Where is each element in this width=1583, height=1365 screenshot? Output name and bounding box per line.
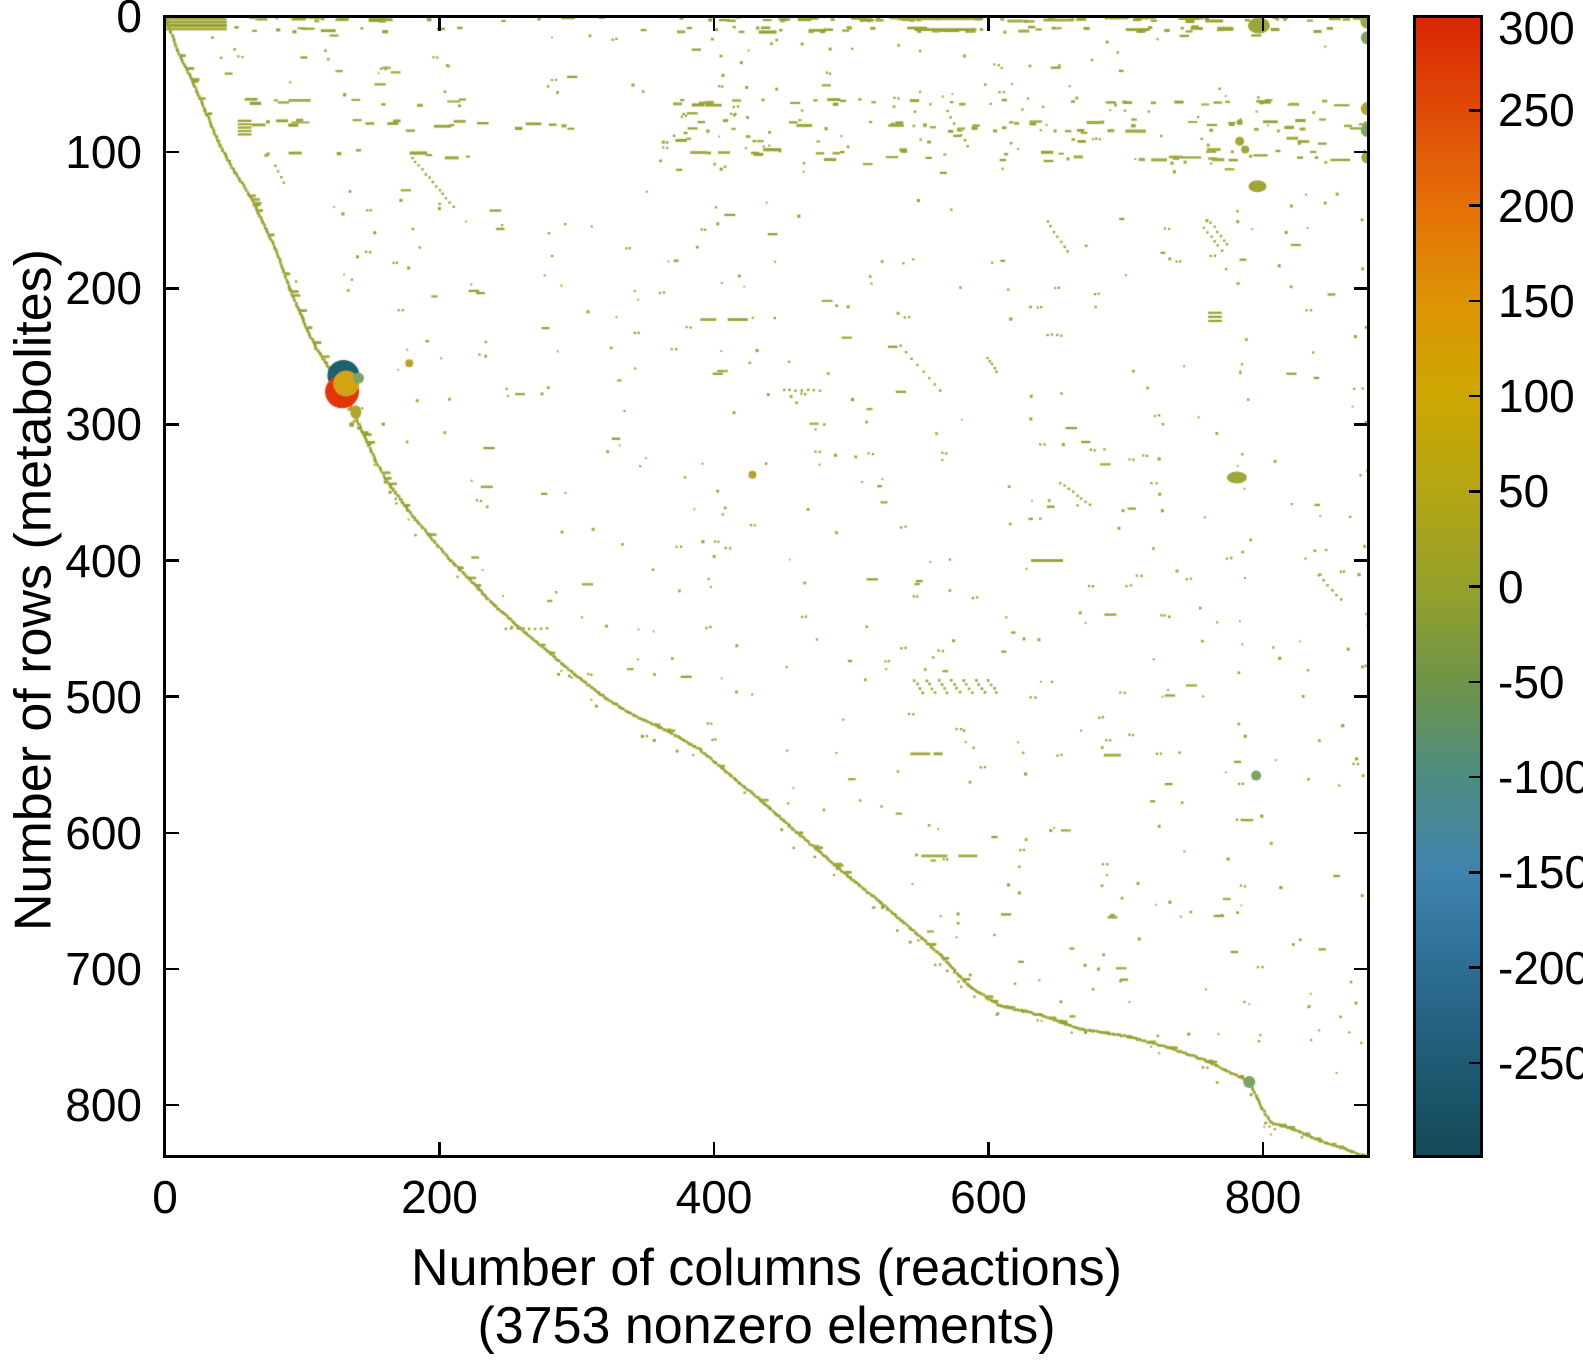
colorbar-tick-label: -200	[1498, 941, 1583, 994]
y-tick-left	[166, 695, 179, 698]
colorbar-tick	[1469, 966, 1480, 969]
y-tick-label: 800	[65, 1079, 142, 1132]
y-tick-right	[1354, 287, 1367, 290]
y-tick-label: 100	[65, 126, 142, 179]
x-tick-label: 200	[401, 1171, 478, 1223]
x-tick-bottom	[987, 1142, 990, 1155]
colorbar-tick-label: 250	[1498, 84, 1575, 137]
x-axis-subtitle: (3753 nonzero elements)	[477, 1297, 1056, 1355]
y-tick-label: 700	[65, 942, 142, 995]
y-tick-label: 200	[65, 262, 142, 315]
x-tick-top	[438, 18, 441, 31]
x-tick-top	[712, 18, 716, 31]
colorbar-tick	[1469, 204, 1480, 207]
x-tick-label: 400	[675, 1171, 753, 1223]
y-tick-left	[166, 967, 179, 971]
y-tick-right	[1354, 967, 1367, 971]
x-tick-label: 600	[950, 1171, 1027, 1223]
y-tick-left	[166, 423, 179, 426]
y-tick-right	[1354, 1103, 1367, 1107]
y-tick-right	[1354, 150, 1367, 154]
y-tick-label: 500	[65, 670, 142, 723]
x-tick-top	[1261, 18, 1265, 31]
y-tick-left	[166, 559, 179, 562]
colorbar-tick-label: -150	[1498, 846, 1583, 899]
x-tick-top	[987, 18, 990, 31]
x-tick-bottom	[712, 1142, 716, 1155]
x-tick-bottom	[1261, 1142, 1265, 1155]
y-tick-left	[166, 831, 179, 835]
y-axis-title: Number of rows (metabolites)	[4, 249, 63, 931]
colorbar-tick	[1469, 299, 1480, 302]
y-tick-left	[166, 1103, 179, 1107]
x-axis-title: Number of columns (reactions)	[411, 1239, 1122, 1297]
y-tick-label: 600	[65, 806, 142, 859]
colorbar-tick	[1469, 394, 1480, 398]
plot-border	[163, 15, 1370, 1158]
colorbar-tick	[1469, 585, 1480, 588]
colorbar-tick	[1469, 775, 1480, 779]
colorbar-tick-label: 0	[1498, 560, 1524, 613]
colorbar-tick-label: 50	[1498, 465, 1550, 518]
y-tick-label: 0	[116, 0, 142, 42]
y-tick-right	[1354, 695, 1367, 698]
spy-plot-canvas	[163, 15, 1370, 1158]
y-tick-left	[166, 287, 179, 290]
y-tick-left	[166, 150, 179, 154]
colorbar-tick	[1469, 490, 1480, 493]
colorbar-tick-label: 150	[1498, 274, 1575, 327]
colorbar-tick	[1469, 680, 1480, 683]
colorbar-tick	[1469, 1061, 1480, 1064]
y-tick-label: 400	[65, 534, 142, 587]
x-tick-label: 800	[1224, 1171, 1302, 1223]
colorbar-tick-label: -100	[1498, 751, 1583, 803]
colorbar-tick-label: -250	[1498, 1036, 1583, 1089]
colorbar-tick-label: 300	[1498, 2, 1575, 54]
x-tick-bottom	[438, 1142, 441, 1155]
colorbar-tick	[1469, 871, 1480, 874]
x-tick-bottom	[163, 1142, 167, 1155]
x-tick-label: 0	[152, 1171, 178, 1223]
colorbar-tick	[1469, 109, 1480, 112]
y-tick-right	[1354, 559, 1367, 562]
y-tick-right	[1354, 831, 1367, 835]
y-tick-label: 300	[65, 398, 142, 451]
colorbar-tick-label: 100	[1498, 370, 1575, 422]
colorbar-tick-label: 200	[1498, 179, 1575, 232]
y-tick-right	[1354, 423, 1367, 426]
colorbar-tick-label: -50	[1498, 655, 1565, 708]
